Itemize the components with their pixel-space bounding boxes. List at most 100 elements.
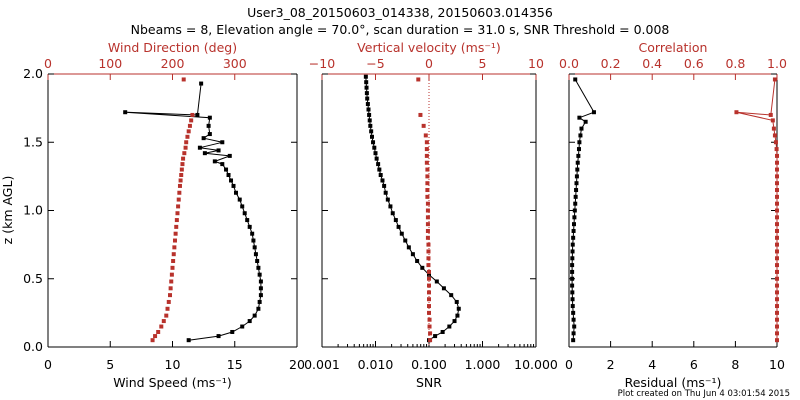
- data-point: [164, 313, 169, 318]
- data-point: [240, 204, 245, 209]
- data-point: [251, 238, 256, 243]
- top-tick-label: 5: [479, 56, 487, 71]
- data-point: [424, 160, 429, 165]
- data-point: [434, 279, 439, 284]
- top-tick-label: 0: [425, 56, 433, 71]
- data-point: [425, 194, 430, 199]
- data-point: [775, 276, 779, 281]
- data-point: [190, 112, 195, 117]
- data-point: [575, 160, 580, 165]
- data-point: [376, 162, 381, 167]
- data-point: [571, 317, 576, 322]
- data-point: [189, 118, 194, 123]
- data-point: [775, 188, 779, 193]
- data-point: [579, 126, 584, 131]
- data-point: [186, 338, 191, 343]
- top-tick-label: 0.0: [559, 56, 579, 71]
- data-point: [169, 279, 174, 284]
- data-point: [425, 235, 430, 240]
- data-point: [181, 156, 186, 161]
- x-tick-label: 15: [227, 357, 243, 372]
- top-tick-label: 0.4: [642, 56, 662, 71]
- data-point: [378, 173, 383, 178]
- data-point: [233, 190, 238, 195]
- data-point: [253, 252, 258, 257]
- data-point: [425, 167, 430, 172]
- data-point: [374, 156, 379, 161]
- data-point: [416, 77, 421, 82]
- data-point: [227, 153, 232, 158]
- data-point: [427, 304, 431, 309]
- data-point: [449, 293, 454, 298]
- top-axis-label: Correlation: [639, 40, 708, 55]
- data-point: [166, 299, 171, 304]
- data-point: [425, 215, 430, 220]
- data-point: [250, 231, 255, 236]
- data-point: [570, 256, 575, 261]
- data-point: [775, 331, 779, 336]
- data-point: [364, 91, 369, 96]
- data-point: [365, 96, 370, 101]
- data-point: [426, 242, 431, 247]
- data-point: [775, 215, 779, 220]
- data-point: [775, 297, 779, 302]
- data-point: [364, 85, 369, 90]
- data-point: [454, 299, 459, 304]
- series-1: [570, 77, 596, 343]
- x-tick-label: 10: [769, 357, 785, 372]
- data-point: [368, 123, 373, 128]
- x-tick-label: 10.000: [514, 357, 558, 372]
- data-point: [428, 338, 433, 343]
- data-point: [245, 218, 250, 223]
- data-point: [427, 317, 432, 322]
- data-point: [577, 115, 582, 120]
- data-point: [252, 245, 257, 250]
- data-point: [571, 235, 576, 240]
- data-point: [247, 319, 252, 324]
- data-point: [237, 197, 242, 202]
- series-2: [734, 77, 779, 343]
- data-point: [775, 194, 779, 199]
- data-point: [247, 224, 252, 229]
- data-point: [570, 276, 575, 281]
- data-point: [425, 228, 430, 233]
- x-axis-label: Wind Speed (ms⁻¹): [113, 375, 232, 390]
- x-tick-label: 5: [106, 357, 114, 372]
- data-point: [570, 242, 575, 247]
- data-point: [175, 211, 180, 216]
- top-tick-label: 0.8: [725, 56, 745, 71]
- data-point: [425, 222, 430, 227]
- data-point: [427, 283, 431, 288]
- data-point: [771, 126, 776, 131]
- data-point: [591, 110, 596, 115]
- series-2: [416, 77, 433, 343]
- data-point: [447, 324, 452, 329]
- panel-3: 0 2 4 6 8 10 0.0 0.2 0.4 0.6 0.8 1.0 Residual (ms⁻¹)…: [559, 40, 787, 390]
- data-point: [399, 231, 404, 236]
- chart-title: User3_08_20150603_014338, 20150603.01435…: [247, 5, 553, 20]
- data-point: [455, 313, 460, 318]
- data-point: [418, 112, 423, 117]
- data-point: [424, 147, 429, 152]
- data-point: [258, 286, 263, 291]
- data-point: [423, 133, 428, 138]
- data-point: [571, 338, 576, 343]
- data-point: [390, 211, 395, 216]
- data-point: [366, 107, 371, 112]
- data-point: [570, 290, 575, 295]
- data-point: [380, 178, 385, 183]
- data-point: [775, 324, 779, 329]
- data-point: [572, 324, 577, 329]
- data-point: [177, 183, 182, 188]
- top-tick-label: 0.2: [601, 56, 621, 71]
- data-point: [775, 263, 779, 268]
- data-point: [773, 140, 778, 145]
- data-point: [424, 140, 429, 145]
- data-point: [179, 173, 184, 178]
- data-point: [775, 222, 779, 227]
- data-point: [772, 133, 777, 138]
- data-point: [372, 145, 377, 150]
- data-point: [576, 147, 581, 152]
- data-point: [171, 252, 176, 257]
- data-point: [456, 306, 461, 311]
